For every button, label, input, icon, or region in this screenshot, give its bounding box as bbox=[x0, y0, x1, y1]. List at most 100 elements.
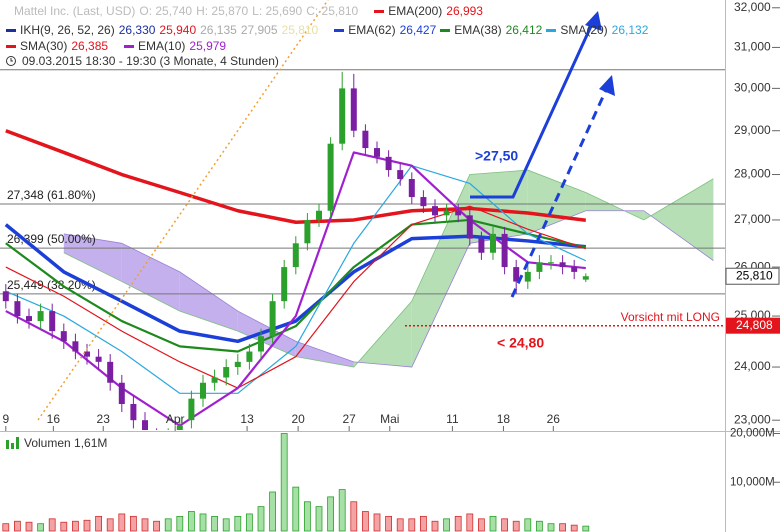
overlay: >27,50 < 24,80 bbox=[37, 0, 615, 421]
y-tick-label: 31,000 bbox=[734, 40, 771, 54]
candle-body bbox=[548, 262, 554, 264]
volume-bar bbox=[25, 521, 33, 532]
cloud bbox=[411, 174, 470, 368]
volume-bar bbox=[454, 515, 462, 532]
x-tick-label: 27 bbox=[342, 412, 356, 426]
cloud bbox=[121, 243, 180, 312]
volume-icon bbox=[6, 440, 9, 449]
candle-body bbox=[118, 382, 125, 405]
candle-body bbox=[339, 88, 346, 144]
legend-value: 27,905 bbox=[240, 23, 278, 37]
y-tick-label: 32,000 bbox=[734, 0, 771, 14]
volume-bar bbox=[60, 521, 68, 532]
candle-body bbox=[432, 206, 438, 216]
candle-body bbox=[211, 377, 218, 383]
indicator-line bbox=[5, 129, 587, 225]
candle-body bbox=[490, 233, 496, 253]
volume-bar bbox=[582, 525, 590, 532]
clock-icon bbox=[6, 56, 16, 66]
volume-bar bbox=[72, 520, 79, 532]
y-tick-label: 27,000 bbox=[734, 212, 771, 226]
indicator-line bbox=[5, 151, 586, 427]
title: Mattel Inc. (Last, USD) bbox=[14, 4, 136, 18]
quote: L: 25,690 bbox=[252, 4, 303, 18]
legend-value: 25,979 bbox=[189, 39, 227, 53]
candle-body bbox=[478, 238, 485, 253]
volume-bar bbox=[37, 523, 44, 532]
legend-name: EMA(38) bbox=[454, 23, 502, 37]
quote: O: 25,740 bbox=[139, 4, 193, 18]
indicator-line bbox=[5, 218, 587, 353]
candle-body bbox=[165, 437, 171, 443]
quote: C: 25,810 bbox=[306, 4, 359, 18]
legend-value: 26,385 bbox=[71, 39, 109, 53]
candle-body bbox=[350, 88, 357, 131]
legend-value: 25,810 bbox=[281, 23, 319, 37]
x-tick-label: 9 bbox=[2, 412, 9, 426]
candle-body bbox=[2, 291, 9, 302]
cloud bbox=[469, 170, 528, 244]
arrow-head bbox=[585, 11, 602, 31]
y-tick-label: 28,000 bbox=[734, 167, 771, 181]
last-price-tag bbox=[725, 267, 780, 285]
volume-bar bbox=[257, 506, 265, 532]
legend-swatch bbox=[6, 29, 16, 33]
candle-body bbox=[234, 361, 241, 368]
x-tick-label: 18 bbox=[497, 412, 511, 426]
x-tick-label: 23 bbox=[97, 412, 111, 426]
volume-bar bbox=[153, 520, 161, 532]
legend-name: EMA(10) bbox=[138, 39, 186, 53]
candle-body bbox=[455, 210, 462, 216]
volume-bar bbox=[396, 518, 404, 532]
candle-body bbox=[397, 170, 404, 180]
legend-swatch bbox=[124, 45, 135, 49]
indicator-line bbox=[4, 223, 586, 344]
header-row: Mattel Inc. (Last, USD) O: 25,740 H: 25,87… bbox=[14, 3, 487, 19]
volume-bar bbox=[280, 433, 288, 532]
volume-bar bbox=[211, 515, 219, 532]
candle-body bbox=[37, 311, 44, 322]
cloud-edge bbox=[63, 210, 714, 368]
y-tick-label: 20,000M bbox=[730, 428, 775, 440]
volume-bar bbox=[2, 523, 10, 532]
candle-body bbox=[316, 210, 322, 220]
volume-bar bbox=[315, 506, 323, 532]
volume-bar bbox=[83, 519, 91, 532]
candle-body bbox=[536, 262, 543, 272]
volume-bar bbox=[292, 486, 300, 532]
cloud bbox=[179, 271, 238, 332]
volume-bar bbox=[129, 515, 137, 532]
legend-value: 26,993 bbox=[446, 4, 483, 18]
legend-value: 26,132 bbox=[611, 23, 649, 37]
volume-bar bbox=[477, 518, 485, 532]
candle-body bbox=[95, 356, 102, 362]
volume-bar bbox=[443, 518, 451, 532]
legend-swatch bbox=[440, 29, 451, 33]
axes: 23,00024,00025,00026,00027,00028,00029,0… bbox=[2, 0, 780, 488]
candle-body bbox=[374, 148, 380, 157]
last-price-label: 25,810 bbox=[736, 268, 773, 282]
volume-bar bbox=[466, 513, 474, 532]
legend-name: SMA(20) bbox=[560, 23, 608, 37]
candle-body bbox=[176, 425, 183, 430]
volume-bar bbox=[408, 518, 416, 532]
candle-body bbox=[107, 361, 114, 383]
candle-body bbox=[154, 437, 160, 443]
volume-bar bbox=[350, 501, 358, 532]
legend-swatch bbox=[546, 29, 557, 33]
volume-bar bbox=[512, 520, 520, 532]
candle-body bbox=[188, 398, 195, 421]
volume-bar bbox=[303, 501, 311, 532]
volume-bar bbox=[536, 520, 543, 532]
indicator-line bbox=[5, 205, 586, 389]
volume-bar bbox=[234, 515, 242, 532]
price-panel: 27,348 (61.80%)26,399 (50.00%)25,449 (38… bbox=[0, 69, 725, 443]
quote: H: 25,870 bbox=[196, 4, 249, 18]
candle-body bbox=[304, 219, 311, 244]
x-tick-label: 11 bbox=[446, 412, 459, 426]
candle-body bbox=[420, 197, 427, 207]
indicator-line bbox=[5, 165, 587, 394]
x-tick-label: 20 bbox=[291, 412, 305, 426]
volume-bar bbox=[501, 518, 509, 532]
